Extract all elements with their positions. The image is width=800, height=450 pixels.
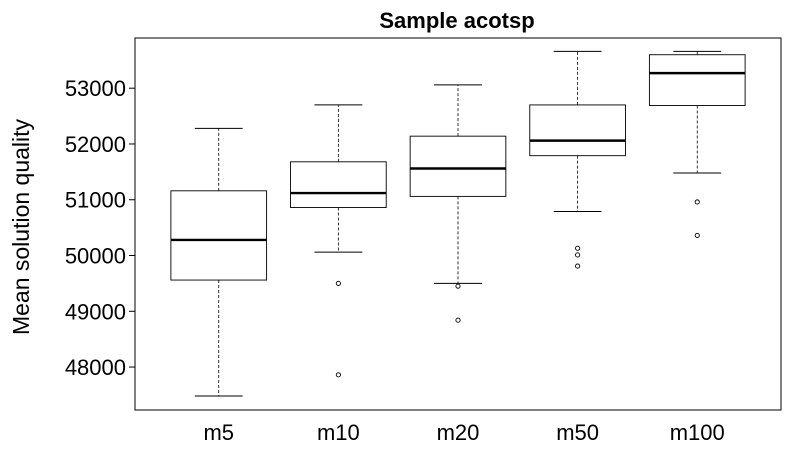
outlier-point bbox=[335, 372, 341, 378]
x-tick-label: m10 bbox=[317, 420, 360, 445]
y-axis-label: Mean solution quality bbox=[8, 118, 34, 335]
x-tick-label: m5 bbox=[203, 420, 234, 445]
box-series bbox=[170, 50, 746, 397]
y-tick-label: 48000 bbox=[65, 355, 126, 380]
chart-title: Sample acotsp bbox=[379, 8, 534, 33]
plot-frame bbox=[134, 37, 782, 411]
outlier-point bbox=[455, 283, 461, 289]
iqr-box bbox=[529, 104, 626, 157]
iqr-box bbox=[409, 135, 507, 197]
outlier-point bbox=[575, 245, 581, 251]
outlier-point bbox=[575, 263, 581, 269]
y-tick-label: 53000 bbox=[65, 76, 126, 101]
iqr-box bbox=[290, 161, 387, 208]
x-axis: m5 m10 m20 m50 m100 bbox=[203, 420, 724, 445]
iqr-box bbox=[648, 54, 746, 106]
y-tick-label: 49000 bbox=[65, 299, 126, 324]
box-m10 bbox=[290, 104, 387, 378]
y-tick-label: 51000 bbox=[65, 188, 126, 213]
outlier-point bbox=[455, 317, 461, 323]
y-tick-label: 50000 bbox=[65, 244, 126, 269]
outlier-point bbox=[694, 199, 700, 205]
y-axis: 48000 49000 50000 51000 52000 53000 bbox=[65, 76, 135, 380]
box-m20 bbox=[409, 84, 507, 323]
x-tick-label: m50 bbox=[556, 420, 599, 445]
box-m100 bbox=[648, 50, 746, 238]
x-tick-label: m20 bbox=[437, 420, 480, 445]
box-m50 bbox=[529, 50, 626, 269]
y-tick-label: 52000 bbox=[65, 132, 126, 157]
outlier-point bbox=[575, 252, 581, 258]
outlier-point bbox=[694, 232, 700, 238]
box-m5 bbox=[170, 127, 268, 397]
iqr-box bbox=[170, 190, 268, 281]
x-tick-label: m100 bbox=[670, 420, 725, 445]
outlier-point bbox=[335, 280, 341, 286]
